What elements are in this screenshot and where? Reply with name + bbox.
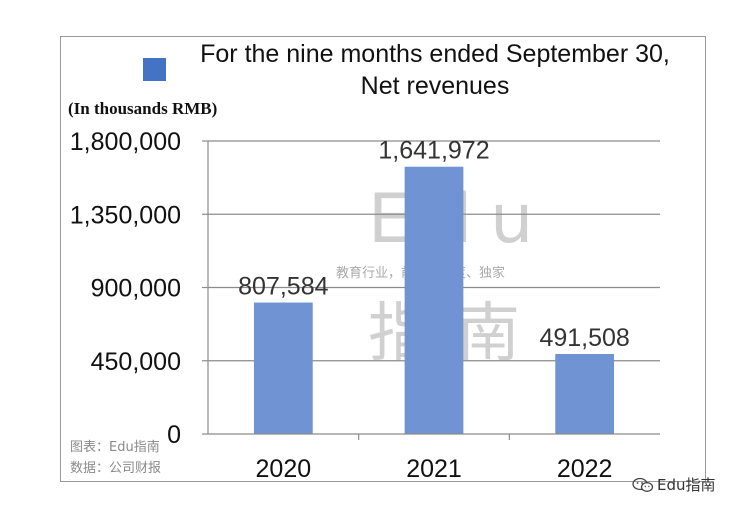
y-tick-labels: 0 450,000 900,000 1,350,000 1,800,000 xyxy=(70,128,181,449)
legend-line-2: Net revenues xyxy=(360,72,510,100)
bar xyxy=(404,166,464,434)
bar xyxy=(555,353,615,434)
legend-line-1: For the nine months ended September 30, xyxy=(200,40,670,68)
x-tick-label: 2020 xyxy=(256,455,312,483)
x-tick-label: 2021 xyxy=(406,455,462,483)
wechat-icon xyxy=(632,477,654,492)
data-labels: 807,584 1,641,972 491,508 xyxy=(238,137,630,352)
data-label: 1,641,972 xyxy=(378,137,489,165)
bar xyxy=(253,302,313,434)
credit-chart-by: 图表：Edu指南 xyxy=(70,440,160,455)
x-tick-label: 2022 xyxy=(557,455,613,483)
data-label: 807,584 xyxy=(238,273,328,301)
y-tick-label: 900,000 xyxy=(91,275,181,303)
bars xyxy=(253,166,615,434)
legend-label: For the nine months ended September 30, … xyxy=(170,38,700,102)
y-tick-label: 1,350,000 xyxy=(70,201,181,229)
y-axis-unit-label: (In thousands RMB) xyxy=(68,99,218,118)
brand-text: Edu指南 xyxy=(657,476,716,494)
credits: 图表：Edu指南 数据：公司财报 xyxy=(70,437,161,479)
y-tick-label: 450,000 xyxy=(91,348,181,376)
data-label: 491,508 xyxy=(539,324,629,352)
x-tick-labels: 2020 2021 2022 xyxy=(256,455,613,483)
credit-source: 数据：公司财报 xyxy=(70,461,162,476)
y-tick-label: 0 xyxy=(167,421,181,449)
y-tick-label: 1,800,000 xyxy=(70,128,181,156)
legend-swatch xyxy=(143,58,166,81)
brand-signature: Edu指南 xyxy=(632,474,716,495)
chart-frame xyxy=(60,36,706,482)
axes xyxy=(207,141,660,440)
